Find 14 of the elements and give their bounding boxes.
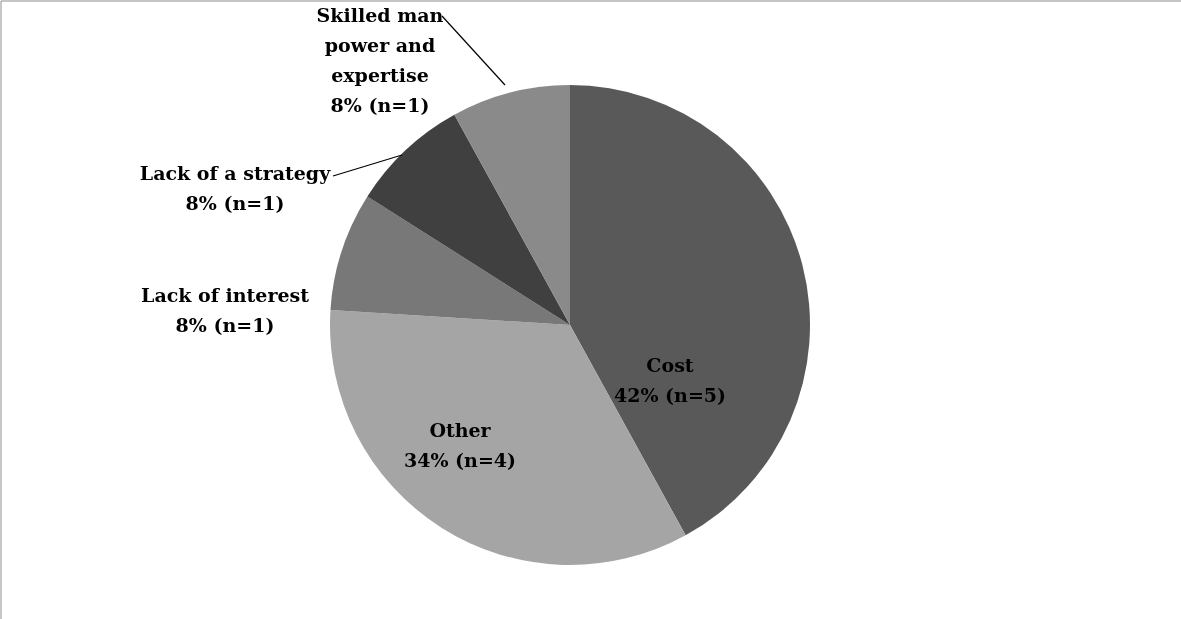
- slice-label: Cost: [646, 354, 694, 376]
- pie-slice: [454, 85, 570, 325]
- pie-slice: [367, 114, 570, 325]
- slice-label: Skilled man power and expertise: [316, 4, 444, 86]
- pie-slice: [330, 196, 570, 325]
- data-label: 8% (n=1): [175, 314, 275, 336]
- pie-slice: [570, 85, 810, 536]
- slice-label: Other: [429, 419, 492, 441]
- data-label: 8% (n=1): [185, 192, 285, 214]
- slice-label: Lack of interest: [141, 284, 310, 306]
- data-label: 42% (n=5): [613, 384, 727, 406]
- data-label: 8% (n=1): [330, 94, 430, 116]
- data-label: 34% (n=4): [403, 449, 517, 471]
- slice-label: Lack of a strategy: [139, 162, 332, 184]
